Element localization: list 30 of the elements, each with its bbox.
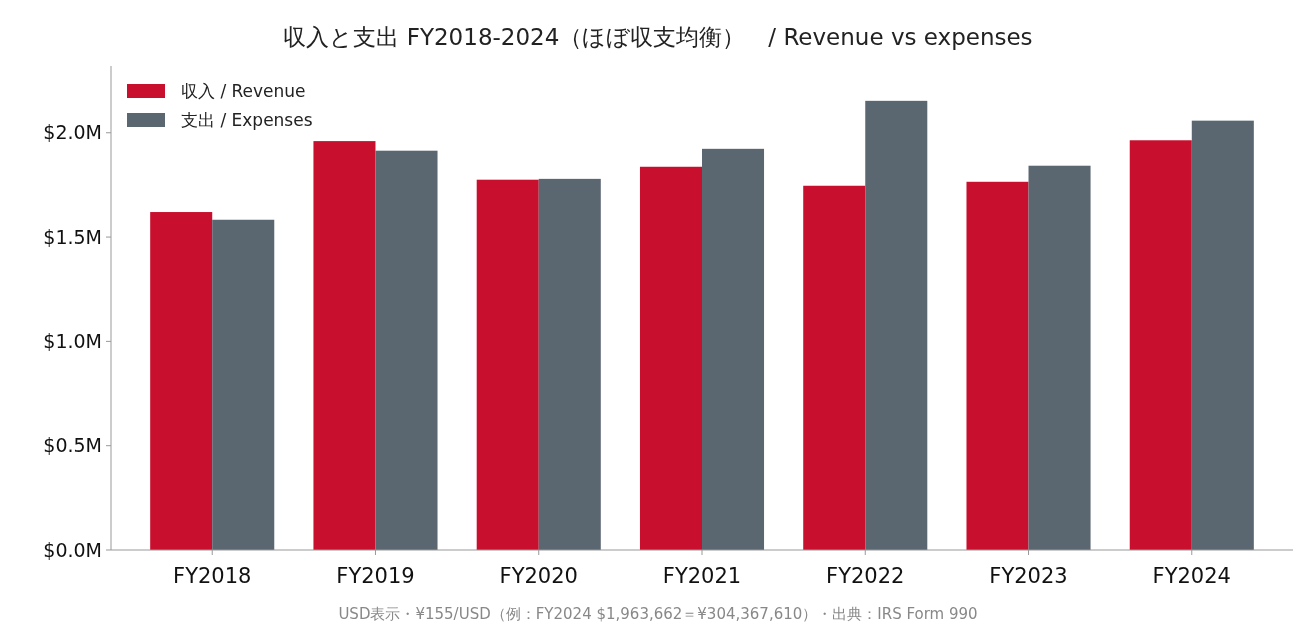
legend-label: 収入 / Revenue bbox=[181, 81, 306, 101]
bar bbox=[1028, 165, 1091, 550]
bar bbox=[375, 150, 438, 550]
bar bbox=[639, 166, 702, 550]
chart-title: 収入と支出 FY2018-2024（ほぼ収支均衡） / Revenue vs expenses bbox=[283, 24, 1033, 50]
bar bbox=[702, 148, 765, 550]
x-tick-label: FY2023 bbox=[989, 564, 1068, 588]
bar bbox=[865, 100, 928, 550]
bar bbox=[313, 141, 376, 550]
text: USD表示・¥155/USD（例：FY2024 $1,963,662＝¥304,367,610）・出典：IRS Form 990 bbox=[338, 605, 978, 623]
bar bbox=[966, 181, 1029, 550]
bar bbox=[803, 185, 866, 550]
bar bbox=[212, 219, 275, 550]
y-tick-label: $0.5M bbox=[43, 434, 102, 457]
y-tick-label: $1.5M bbox=[43, 225, 102, 248]
bar bbox=[476, 179, 539, 550]
bar bbox=[538, 178, 601, 550]
y-tick-label: $0.0M bbox=[43, 538, 102, 561]
y-tick-label: $1.0M bbox=[43, 330, 102, 353]
x-tick-label: FY2020 bbox=[499, 564, 578, 588]
x-tick-label: FY2018 bbox=[173, 564, 252, 588]
bar bbox=[1129, 140, 1192, 550]
x-tick-label: FY2022 bbox=[826, 564, 905, 588]
legend-label: 支出 / Expenses bbox=[181, 110, 313, 130]
bar bbox=[1191, 120, 1254, 550]
x-tick-label: FY2024 bbox=[1152, 564, 1231, 588]
x-tick-label: FY2021 bbox=[662, 564, 742, 588]
bar bbox=[150, 212, 213, 550]
x-tick-label: FY2019 bbox=[336, 564, 415, 588]
y-tick-label: $2.0M bbox=[43, 121, 102, 144]
